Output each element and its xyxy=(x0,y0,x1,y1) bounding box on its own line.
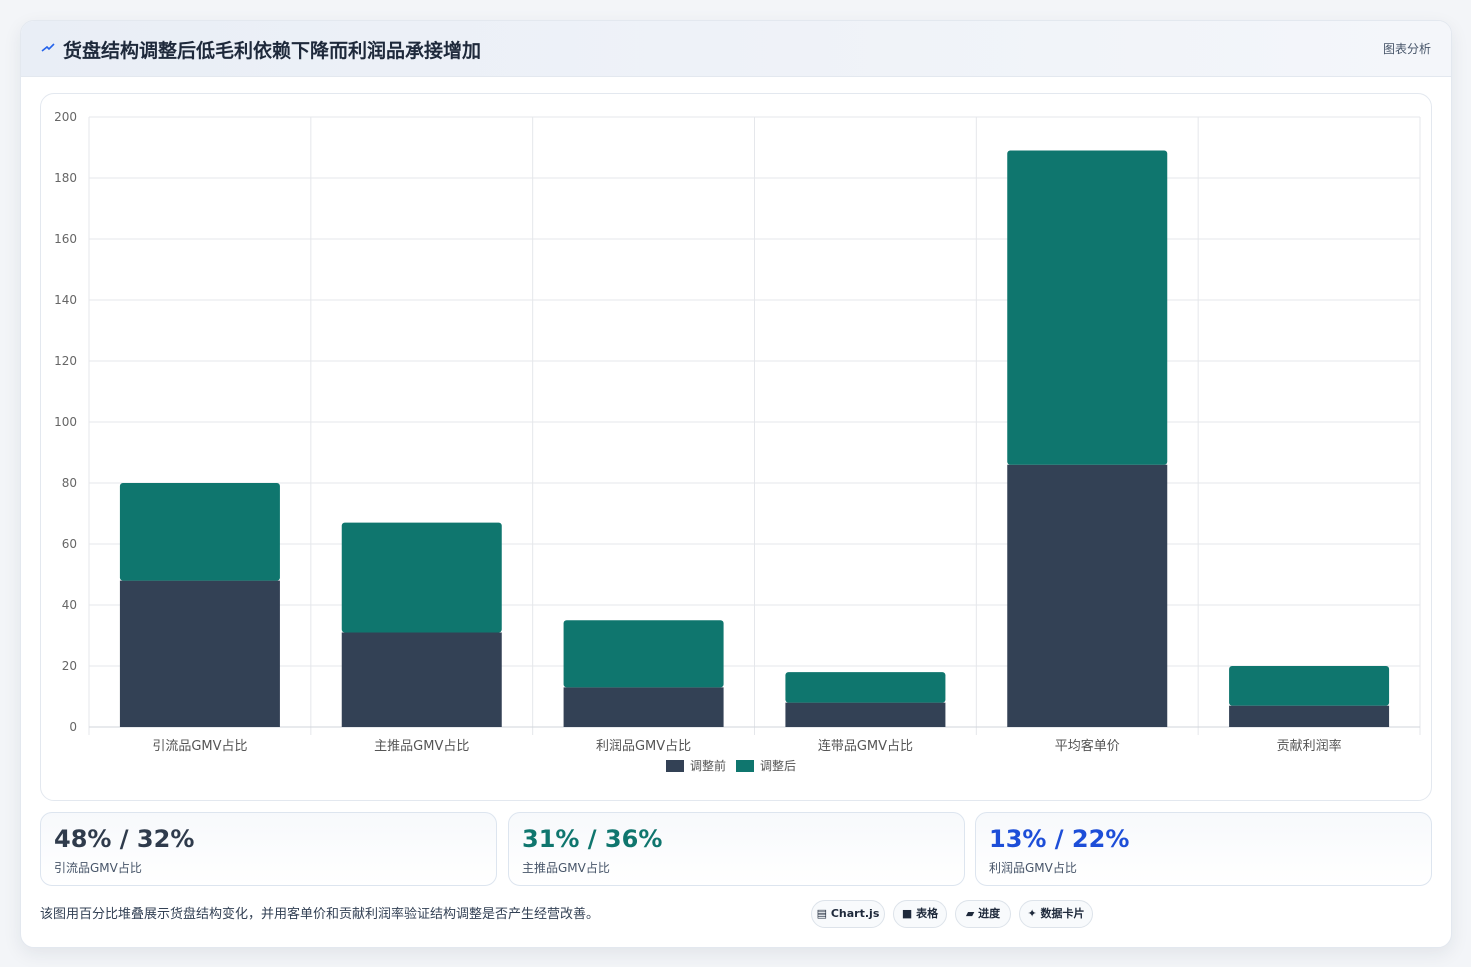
bar-segment xyxy=(1007,150,1168,465)
progress-icon: ▰ xyxy=(965,907,975,920)
bar-segment xyxy=(785,702,946,727)
trend-icon xyxy=(41,43,55,52)
bar-segment xyxy=(119,580,280,727)
chip-chartjs[interactable]: ▤ Chart.js xyxy=(811,900,885,928)
y-tick-label: 100 xyxy=(54,415,77,429)
y-tick-label: 160 xyxy=(54,232,77,246)
chip-label: 表格 xyxy=(916,907,939,920)
stat-card-traffic: 48% / 32% 引流品GMV占比 xyxy=(40,812,497,886)
x-tick-label: 平均客单价 xyxy=(1055,738,1120,754)
chart-icon: ▤ xyxy=(816,907,828,920)
bar-segment xyxy=(785,672,946,703)
chart-panel: 0 20 40 60 80 100 120 140 160 180 200 引流品GMV占比 主推品GM… xyxy=(40,93,1432,801)
bar-segment xyxy=(1007,464,1168,727)
card-icon: ✦ xyxy=(1027,907,1037,920)
stat-label: 利润品GMV占比 xyxy=(989,861,1077,875)
x-tick-label: 连带品GMV占比 xyxy=(818,738,913,754)
chip-label: Chart.js xyxy=(830,907,880,920)
stat-value: 31% / 36% xyxy=(522,825,663,853)
bar-segment xyxy=(1229,666,1390,706)
chip-label: 进度 xyxy=(978,907,1001,920)
legend-label: 调整后 xyxy=(760,758,796,773)
bar-segment xyxy=(341,632,502,727)
y-tick-label: 180 xyxy=(54,171,77,185)
stat-card-profit: 13% / 22% 利润品GMV占比 xyxy=(975,812,1432,886)
stat-value: 13% / 22% xyxy=(989,825,1130,853)
y-tick-label: 60 xyxy=(62,537,77,551)
stat-value: 48% / 32% xyxy=(54,825,195,853)
bar-segment xyxy=(563,620,724,688)
stat-label: 引流品GMV占比 xyxy=(54,861,142,875)
x-tick-label: 贡献利润率 xyxy=(1277,738,1342,754)
x-tick-label: 引流品GMV占比 xyxy=(152,739,247,754)
page-title: 货盘结构调整后低毛利依赖下降而利润品承接增加 xyxy=(63,40,482,62)
bar-segment xyxy=(563,687,724,727)
chip-table[interactable]: ■ 表格 xyxy=(893,900,947,928)
legend-swatch xyxy=(666,760,684,772)
stacked-bar-chart: 0 20 40 60 80 100 120 140 160 180 200 引流品GMV占比 主推品GM… xyxy=(54,110,1421,773)
legend-swatch xyxy=(736,760,754,772)
card-header: 货盘结构调整后低毛利依赖下降而利润品承接增加 图表分析 xyxy=(21,21,1451,77)
y-tick-label: 140 xyxy=(54,293,77,307)
chart-card: 货盘结构调整后低毛利依赖下降而利润品承接增加 图表分析 0 20 40 60 80 100… xyxy=(20,20,1452,948)
chart-analysis-link[interactable]: 图表分析 xyxy=(1382,42,1431,56)
bar-segment xyxy=(119,483,280,581)
y-tick-label: 20 xyxy=(62,659,77,673)
x-tick-label: 主推品GMV占比 xyxy=(374,739,469,754)
stat-card-main: 31% / 36% 主推品GMV占比 xyxy=(508,812,965,886)
y-tick-label: 0 xyxy=(69,720,77,734)
x-tick-label: 利润品GMV占比 xyxy=(596,739,691,754)
table-icon: ■ xyxy=(901,907,913,920)
bar-segment xyxy=(1229,705,1390,727)
y-tick-label: 200 xyxy=(54,110,77,124)
chip-progress[interactable]: ▰ 进度 xyxy=(955,900,1011,928)
footer-note: 该图用百分比堆叠展示货盘结构变化，并用客单价和贡献利润率验证结构调整是否产生经营… xyxy=(40,907,600,922)
legend-label: 调整前 xyxy=(690,758,726,773)
stat-label: 主推品GMV占比 xyxy=(522,861,610,875)
y-tick-label: 40 xyxy=(62,598,77,612)
chip-label: 数据卡片 xyxy=(1040,907,1085,920)
bar-segment xyxy=(341,522,502,633)
y-tick-label: 120 xyxy=(54,354,77,368)
chip-data-card[interactable]: ✦ 数据卡片 xyxy=(1019,900,1093,928)
y-tick-label: 80 xyxy=(62,476,77,490)
stat-cards: 48% / 32% 引流品GMV占比 31% / 36% 主推品GMV占比 13… xyxy=(40,812,1432,886)
